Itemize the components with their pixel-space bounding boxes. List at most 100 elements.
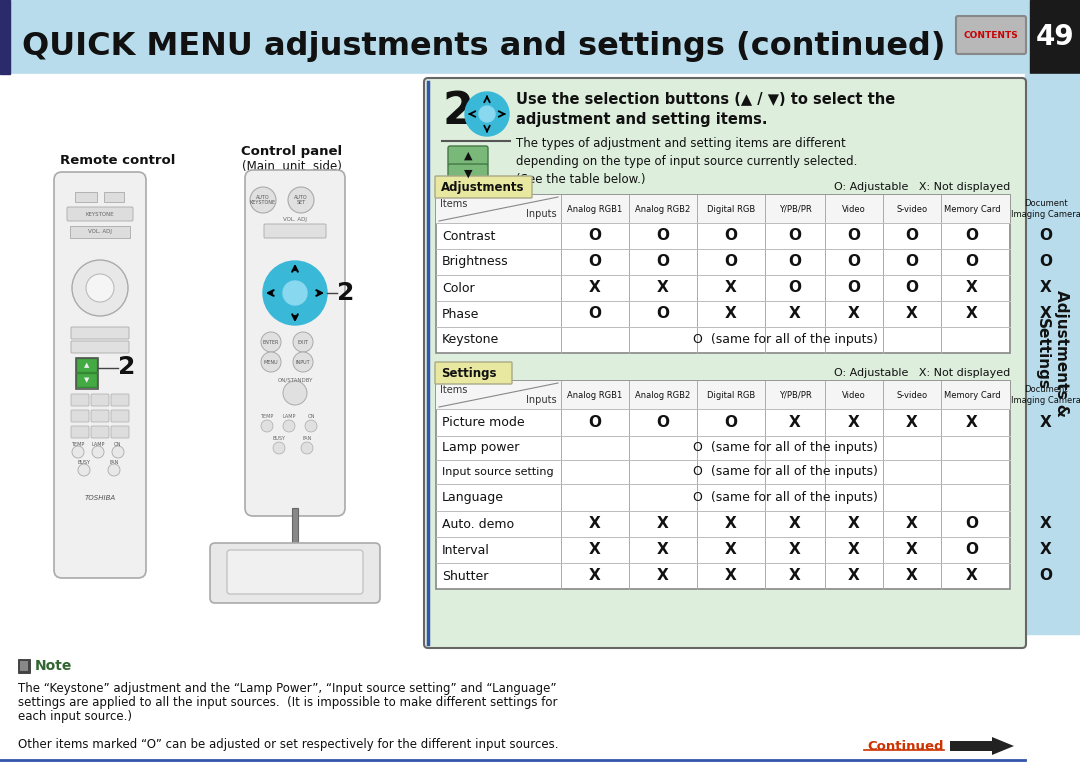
Text: each input source.): each input source.) [18, 710, 132, 723]
Text: Control panel: Control panel [242, 145, 342, 158]
FancyBboxPatch shape [111, 426, 129, 438]
Circle shape [108, 464, 120, 476]
Text: X: X [967, 415, 977, 430]
Text: O: O [966, 542, 978, 558]
Circle shape [293, 332, 313, 352]
Text: X: X [906, 306, 918, 322]
Text: O: Adjustable   X: Not displayed: O: Adjustable X: Not displayed [834, 182, 1010, 192]
FancyBboxPatch shape [91, 394, 109, 406]
Text: TEMP: TEMP [260, 413, 273, 419]
FancyBboxPatch shape [77, 358, 97, 373]
FancyBboxPatch shape [71, 426, 89, 438]
Text: O: O [848, 254, 861, 270]
Circle shape [293, 352, 313, 372]
Text: X: X [657, 568, 669, 584]
Circle shape [78, 464, 90, 476]
Text: O: O [725, 228, 738, 244]
FancyBboxPatch shape [435, 176, 532, 198]
Text: X: X [589, 542, 600, 558]
Text: The “Keystone” adjustment and the “Lamp Power”, “Input source setting” and “Lang: The “Keystone” adjustment and the “Lamp … [18, 682, 556, 695]
Circle shape [112, 446, 124, 458]
Text: ON: ON [114, 442, 122, 448]
Circle shape [465, 92, 509, 136]
Bar [292, 508, 298, 548]
Text: Memory Card: Memory Card [944, 205, 1000, 213]
Text: S-video: S-video [896, 390, 928, 400]
Bar [436, 195, 1010, 353]
Bar [1025, 74, 1080, 634]
Text: EXIT: EXIT [297, 339, 309, 345]
Bar [76, 358, 98, 389]
FancyBboxPatch shape [956, 16, 1026, 54]
Text: X: X [1040, 415, 1051, 430]
Circle shape [283, 420, 295, 432]
Text: O: O [589, 228, 602, 244]
Circle shape [288, 187, 314, 213]
FancyBboxPatch shape [448, 146, 488, 166]
Text: INPUT: INPUT [296, 360, 310, 364]
Circle shape [86, 274, 114, 302]
Text: 2: 2 [337, 281, 354, 305]
Text: TOSHIBA: TOSHIBA [84, 495, 116, 501]
Bar [21, 661, 28, 671]
Text: O: O [905, 228, 918, 244]
Text: FAN: FAN [302, 435, 312, 441]
Bar [70, 226, 130, 238]
Text: X: X [848, 568, 860, 584]
Text: The types of adjustment and setting items are different
depending on the type of: The types of adjustment and setting item… [516, 137, 858, 186]
FancyArrow shape [950, 737, 1014, 755]
FancyBboxPatch shape [210, 543, 380, 603]
Text: O: O [589, 415, 602, 430]
Text: X: X [848, 306, 860, 322]
Text: Interval: Interval [442, 543, 490, 556]
Text: Analog RGB1: Analog RGB1 [567, 390, 623, 400]
Bar [436, 195, 1010, 223]
FancyBboxPatch shape [71, 327, 129, 339]
Text: X: X [967, 306, 977, 322]
Text: O: O [657, 228, 670, 244]
Text: O: O [848, 228, 861, 244]
Text: X: X [725, 306, 737, 322]
Text: X: X [725, 280, 737, 296]
Bar [0, 0, 1080, 74]
FancyBboxPatch shape [245, 170, 345, 516]
Text: ▼: ▼ [463, 169, 472, 179]
Text: Adjustments: Adjustments [441, 180, 525, 193]
Text: O: O [788, 254, 801, 270]
Text: Digital RGB: Digital RGB [707, 390, 755, 400]
Text: X: X [1040, 280, 1051, 296]
Text: X: X [906, 568, 918, 584]
FancyBboxPatch shape [227, 550, 363, 594]
FancyBboxPatch shape [111, 410, 129, 422]
Text: Video: Video [842, 390, 866, 400]
Text: O: O [966, 254, 978, 270]
Circle shape [249, 187, 276, 213]
Bar [104, 192, 124, 202]
Text: Y/PB/PR: Y/PB/PR [779, 390, 811, 400]
Text: O: O [788, 228, 801, 244]
Text: BUSY: BUSY [78, 461, 91, 465]
Text: X: X [967, 568, 977, 584]
Text: Auto. demo: Auto. demo [442, 517, 514, 530]
Text: O  (same for all of the inputs): O (same for all of the inputs) [693, 465, 878, 478]
Text: ENTER: ENTER [262, 339, 280, 345]
FancyBboxPatch shape [71, 394, 89, 406]
Text: Digital RGB: Digital RGB [707, 205, 755, 213]
Text: Document
Imaging Camera: Document Imaging Camera [1011, 385, 1080, 405]
Text: ▼: ▼ [84, 377, 90, 384]
Text: Input source setting: Input source setting [442, 467, 554, 477]
Text: X: X [589, 568, 600, 584]
Bar [18, 659, 30, 673]
Text: Lamp power: Lamp power [442, 442, 519, 455]
Text: X: X [589, 280, 600, 296]
Text: X: X [906, 415, 918, 430]
Text: X: X [967, 280, 977, 296]
Circle shape [283, 381, 307, 405]
Text: AUTO
KEYSTONE: AUTO KEYSTONE [249, 195, 276, 206]
FancyBboxPatch shape [264, 224, 326, 238]
Text: Document
Imaging Camera: Document Imaging Camera [1011, 199, 1080, 219]
Text: X: X [848, 415, 860, 430]
Bar [436, 381, 1010, 409]
Circle shape [301, 442, 313, 454]
Text: Analog RGB2: Analog RGB2 [635, 390, 690, 400]
